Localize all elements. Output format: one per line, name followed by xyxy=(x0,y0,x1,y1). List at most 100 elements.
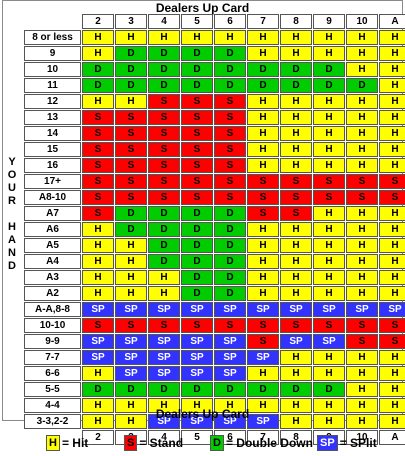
column-header-bottom: 7 xyxy=(247,430,279,445)
strategy-cell: H xyxy=(379,350,405,365)
row-label: A6 xyxy=(24,222,81,237)
side-label-your-hand: Y O U R H A N D xyxy=(6,156,18,284)
strategy-cell: D xyxy=(313,62,345,77)
legend-item: H = Hit xyxy=(46,435,88,451)
strategy-cell: S xyxy=(346,190,378,205)
strategy-cell: H xyxy=(346,238,378,253)
legend-swatch: H xyxy=(46,435,60,451)
strategy-cell: H xyxy=(346,206,378,221)
strategy-cell: S xyxy=(379,334,405,349)
strategy-table: 2 3 4 5 6 7 8 9 10 A 8 or less H H H H H H H H H H 9 H D D D D H H H H… xyxy=(24,14,405,445)
legend-item: D = Double Down xyxy=(210,435,313,451)
strategy-cell: S xyxy=(346,318,378,333)
strategy-cell: H xyxy=(280,398,312,413)
strategy-cell: D xyxy=(313,78,345,93)
strategy-cell: H xyxy=(379,238,405,253)
strategy-cell: H xyxy=(379,382,405,397)
strategy-cell: S xyxy=(115,190,147,205)
strategy-cell: S xyxy=(115,158,147,173)
strategy-cell: SP xyxy=(148,302,180,317)
row-label: 10 xyxy=(24,62,81,77)
strategy-cell: D xyxy=(247,62,279,77)
column-header-top: 3 xyxy=(115,14,147,29)
strategy-cell: H xyxy=(82,414,114,429)
row-label: A7 xyxy=(24,206,81,221)
strategy-cell: H xyxy=(379,142,405,157)
strategy-cell: SP xyxy=(115,302,147,317)
column-header-top: A xyxy=(379,14,405,29)
strategy-cell: S xyxy=(313,174,345,189)
strategy-cell: H xyxy=(115,270,147,285)
strategy-cell: H xyxy=(346,350,378,365)
strategy-cell: H xyxy=(346,30,378,45)
strategy-cell: D xyxy=(280,62,312,77)
strategy-cell: S xyxy=(148,94,180,109)
strategy-cell: H xyxy=(280,270,312,285)
strategy-cell: S xyxy=(247,334,279,349)
strategy-cell: D xyxy=(214,46,246,61)
strategy-cell: H xyxy=(280,350,312,365)
strategy-cell: D xyxy=(214,270,246,285)
strategy-cell: H xyxy=(313,30,345,45)
strategy-cell: S xyxy=(181,110,213,125)
strategy-cell: H xyxy=(346,62,378,77)
row-label: 13 xyxy=(24,110,81,125)
strategy-cell: H xyxy=(346,254,378,269)
strategy-cell: H xyxy=(379,46,405,61)
strategy-cell: SP xyxy=(82,302,114,317)
strategy-cell: S xyxy=(214,174,246,189)
strategy-cell: H xyxy=(148,270,180,285)
strategy-cell: H xyxy=(379,94,405,109)
strategy-cell: H xyxy=(346,222,378,237)
strategy-cell: S xyxy=(181,94,213,109)
strategy-cell: S xyxy=(280,190,312,205)
header-dealers-up-card-bottom: Dealers Up Card xyxy=(155,407,250,421)
strategy-cell: H xyxy=(247,398,279,413)
legend-text: = SPlit xyxy=(339,436,377,450)
strategy-cell: SP xyxy=(379,302,405,317)
strategy-cell: D xyxy=(148,78,180,93)
strategy-cell: D xyxy=(115,206,147,221)
row-label: A4 xyxy=(24,254,81,269)
strategy-cell: H xyxy=(379,78,405,93)
strategy-cell: D xyxy=(214,286,246,301)
strategy-cell: S xyxy=(280,318,312,333)
strategy-cell: D xyxy=(280,382,312,397)
strategy-cell: H xyxy=(280,254,312,269)
strategy-cell: H xyxy=(247,126,279,141)
column-header-top: 6 xyxy=(214,14,246,29)
strategy-cell: S xyxy=(115,318,147,333)
strategy-cell: D xyxy=(280,78,312,93)
strategy-cell: S xyxy=(214,158,246,173)
strategy-cell: H xyxy=(313,366,345,381)
strategy-cell: S xyxy=(214,94,246,109)
strategy-cell: S xyxy=(82,206,114,221)
strategy-cell: D xyxy=(181,78,213,93)
row-label: 14 xyxy=(24,126,81,141)
strategy-cell: H xyxy=(346,286,378,301)
strategy-cell: S xyxy=(214,110,246,125)
strategy-cell: H xyxy=(82,398,114,413)
strategy-cell: D xyxy=(181,222,213,237)
row-label: 16 xyxy=(24,158,81,173)
strategy-cell: H xyxy=(313,286,345,301)
strategy-cell: S xyxy=(247,174,279,189)
row-label: A2 xyxy=(24,286,81,301)
row-label: A5 xyxy=(24,238,81,253)
strategy-cell: H xyxy=(82,366,114,381)
strategy-cell: H xyxy=(379,126,405,141)
strategy-cell: D xyxy=(115,78,147,93)
strategy-cell: H xyxy=(247,238,279,253)
strategy-cell: S xyxy=(148,174,180,189)
strategy-cell: H xyxy=(280,414,312,429)
row-label: 7-7 xyxy=(24,350,81,365)
strategy-cell: S xyxy=(148,190,180,205)
strategy-cell: H xyxy=(379,110,405,125)
strategy-cell: SP xyxy=(181,350,213,365)
strategy-cell: S xyxy=(214,318,246,333)
strategy-cell: D xyxy=(148,222,180,237)
side-letter: H xyxy=(8,221,16,233)
strategy-cell: D xyxy=(181,46,213,61)
strategy-cell: D xyxy=(247,382,279,397)
strategy-cell: H xyxy=(82,222,114,237)
